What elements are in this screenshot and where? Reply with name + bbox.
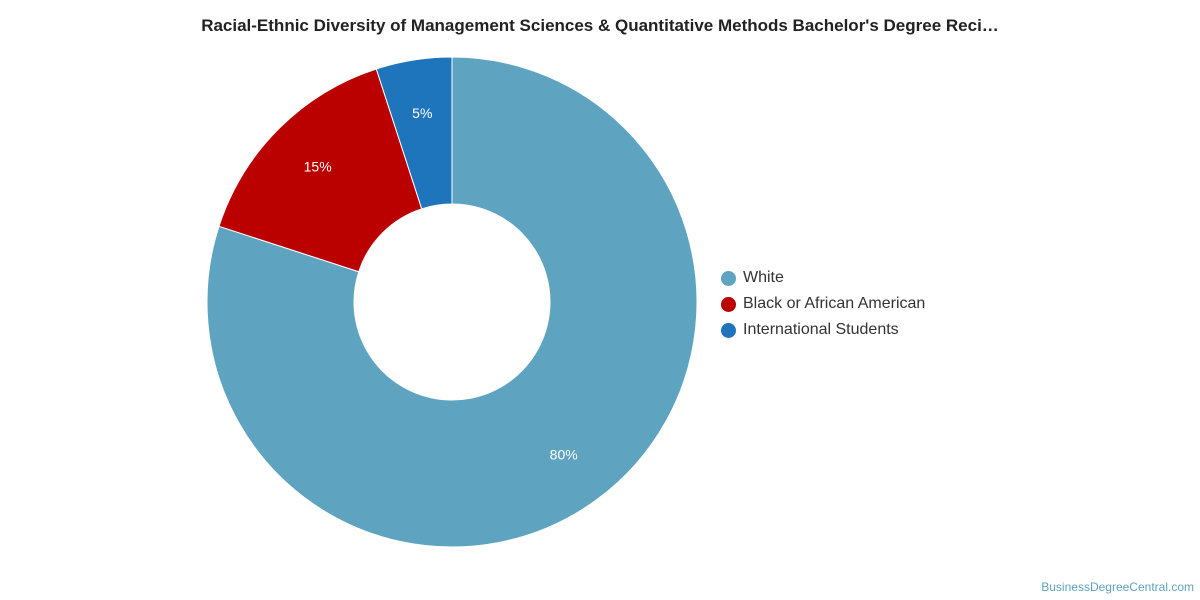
legend-swatch-white: [721, 270, 736, 286]
slices-group: [206, 56, 698, 548]
legend-item-black-or-african-american[interactable]: Black or African American: [721, 291, 925, 317]
legend-item-international-students[interactable]: International Students: [721, 317, 925, 343]
slice-international-students[interactable]: [375, 56, 453, 210]
slice-black-or-african-american[interactable]: [218, 68, 423, 273]
legend-label-black-or-african-american: Black or African American: [743, 295, 926, 312]
source-watermark[interactable]: BusinessDegreeCentral.com: [1041, 580, 1194, 594]
legend-swatch-black-or-african-american: [721, 296, 736, 312]
slice-label-white: 80%: [550, 446, 578, 462]
chart-legend: White Black or African American Internat…: [721, 265, 925, 343]
legend-swatch-international-students: [721, 322, 736, 338]
chart-title: Racial-Ethnic Diversity of Management Sc…: [201, 16, 999, 35]
legend-item-white[interactable]: White: [721, 265, 925, 291]
slice-labels-group: 80% 15% 5%: [304, 105, 578, 462]
legend-label-white: White: [743, 269, 784, 286]
legend-label-international-students: International Students: [743, 321, 899, 338]
slice-white[interactable]: [206, 56, 698, 548]
slice-label-black-or-african-american: 15%: [304, 158, 332, 174]
slice-label-international-students: 5%: [412, 105, 432, 121]
